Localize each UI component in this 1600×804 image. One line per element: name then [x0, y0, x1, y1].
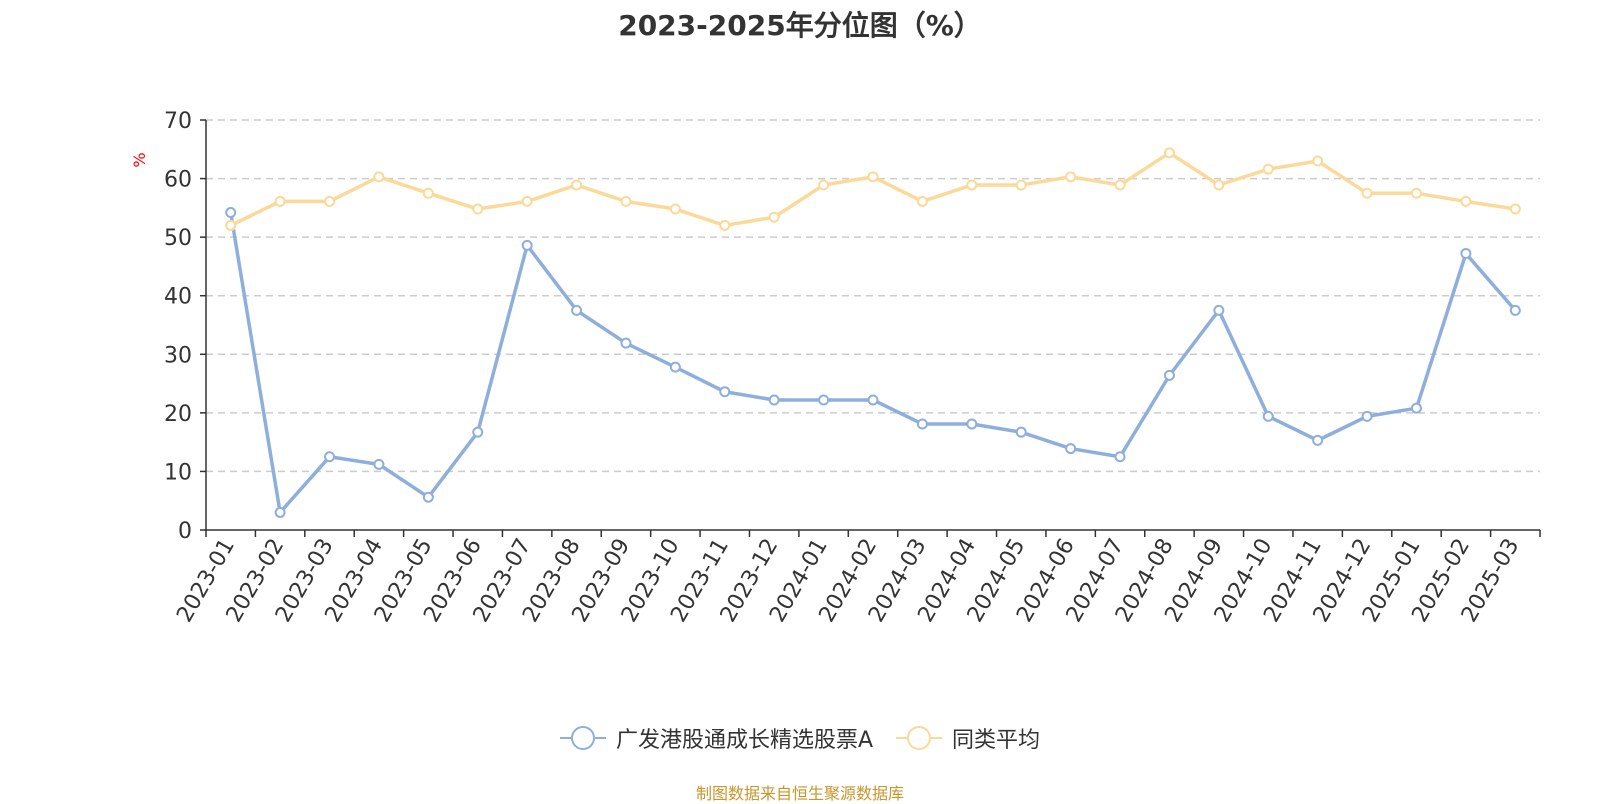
y-axis-label: % — [130, 152, 149, 167]
legend: 广发港股通成长精选股票A 同类平均 — [0, 722, 1600, 756]
data-point — [768, 211, 780, 223]
data-point — [867, 394, 879, 406]
data-point — [719, 219, 731, 231]
data-point — [1509, 304, 1521, 316]
series-lines — [225, 147, 1521, 518]
data-point — [274, 506, 286, 518]
legend-item-series-2[interactable]: 同类平均 — [896, 722, 1040, 754]
data-point — [1213, 304, 1225, 316]
legend-label: 广发港股通成长精选股票A — [615, 728, 874, 753]
y-tick-label: 10 — [164, 460, 192, 485]
data-point — [422, 187, 434, 199]
data-point — [916, 418, 928, 430]
y-tick-label: 60 — [164, 168, 192, 193]
data-point — [669, 361, 681, 373]
data-point — [1410, 402, 1422, 414]
data-point — [1262, 163, 1274, 175]
data-point — [472, 426, 484, 438]
data-point — [225, 219, 237, 231]
data-point — [818, 394, 830, 406]
series-line — [228, 212, 1517, 515]
data-point — [1361, 187, 1373, 199]
data-point — [867, 171, 879, 183]
axes: 0102030405060702023-012023-022023-032023… — [164, 109, 1541, 627]
y-tick-label: 50 — [164, 226, 192, 251]
data-point — [1361, 410, 1373, 422]
data-point — [521, 239, 533, 251]
data-point — [620, 195, 632, 207]
y-tick-label: 70 — [164, 109, 192, 134]
legend-item-series-1[interactable]: 广发港股通成长精选股票A — [559, 722, 874, 754]
data-point — [571, 304, 583, 316]
data-point — [1410, 187, 1422, 199]
data-point — [274, 195, 286, 207]
data-point — [1262, 410, 1274, 422]
data-point — [1163, 147, 1175, 159]
data-source-note: 制图数据来自恒生聚源数据库 — [695, 784, 904, 803]
data-point — [1065, 443, 1077, 455]
data-point — [1460, 195, 1472, 207]
data-point — [521, 195, 533, 207]
data-point — [620, 337, 632, 349]
y-tick-label: 20 — [164, 402, 192, 427]
y-tick-label: 0 — [178, 519, 192, 544]
data-point — [966, 418, 978, 430]
data-point — [1065, 171, 1077, 183]
data-point — [571, 179, 583, 191]
data-point — [1015, 426, 1027, 438]
data-point — [966, 179, 978, 191]
data-point — [422, 491, 434, 503]
data-point — [1114, 179, 1126, 191]
y-tick-label: 30 — [164, 343, 192, 368]
y-tick-label: 40 — [164, 285, 192, 310]
series-line — [229, 151, 1516, 228]
data-point — [1015, 179, 1027, 191]
data-point — [1312, 155, 1324, 167]
chart-title: 2023-2025年分位图（%） — [618, 9, 982, 42]
legend-marker-icon — [896, 726, 943, 750]
legend-label: 同类平均 — [952, 728, 1041, 753]
data-point — [373, 458, 385, 470]
data-point — [818, 179, 830, 191]
legend-marker-icon — [559, 726, 606, 750]
data-point — [1213, 179, 1225, 191]
data-point — [1460, 248, 1472, 260]
data-point — [324, 451, 336, 463]
data-point — [225, 207, 237, 219]
data-point — [719, 386, 731, 398]
data-point — [1509, 203, 1521, 215]
data-point — [373, 171, 385, 183]
data-point — [669, 203, 681, 215]
grid-lines — [206, 119, 1540, 473]
data-point — [1114, 451, 1126, 463]
data-point — [1312, 434, 1324, 446]
data-point — [472, 203, 484, 215]
data-point — [768, 394, 780, 406]
data-point — [324, 195, 336, 207]
data-point — [916, 195, 928, 207]
data-point — [1163, 369, 1175, 381]
